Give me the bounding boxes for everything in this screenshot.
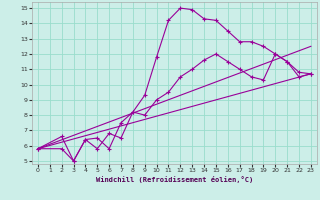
X-axis label: Windchill (Refroidissement éolien,°C): Windchill (Refroidissement éolien,°C) [96, 176, 253, 183]
